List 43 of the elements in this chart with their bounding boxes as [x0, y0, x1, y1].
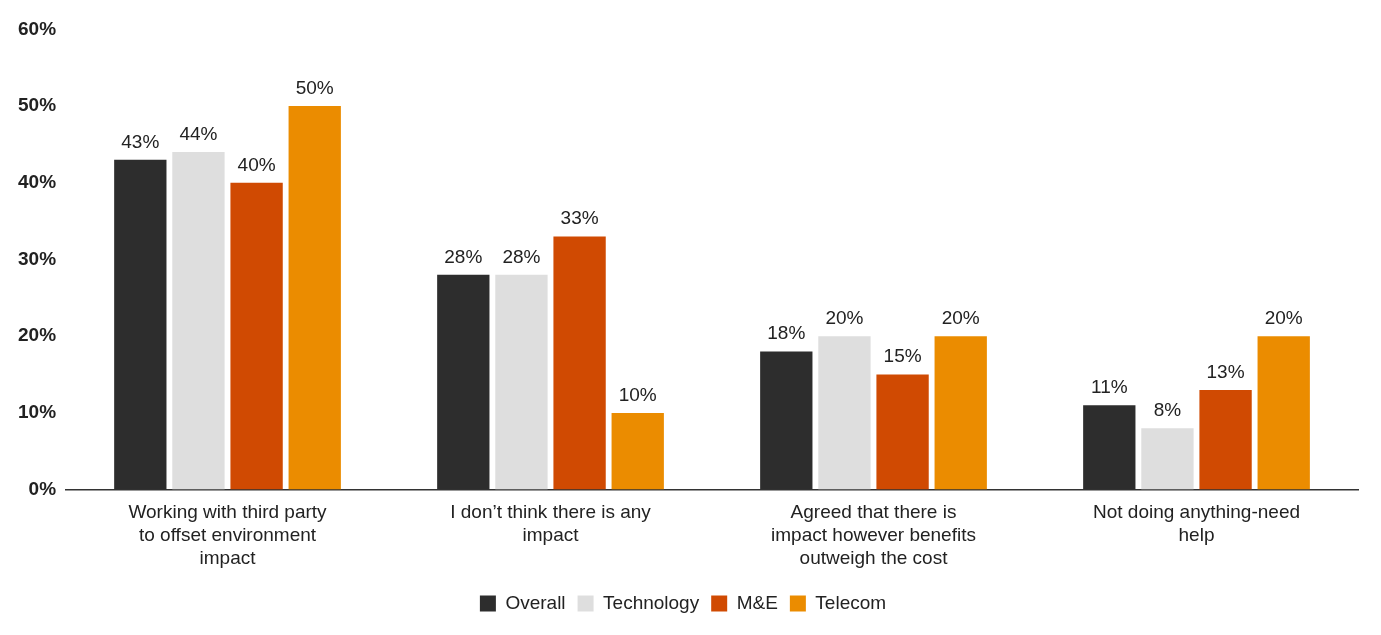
legend-label: Technology — [603, 591, 700, 613]
x-tick-label: I don’t think there is any impact — [450, 501, 652, 546]
bar — [1199, 389, 1252, 490]
bar — [495, 274, 548, 490]
bar — [876, 374, 929, 490]
x-tick-label: Agreed that there is impact however benefits outweigh the cost — [771, 501, 976, 568]
bar — [934, 336, 987, 490]
data-label: 11% — [1090, 375, 1128, 397]
data-label: 43% — [121, 130, 160, 152]
data-label: 15% — [883, 345, 922, 367]
legend-label: M&E — [736, 591, 778, 613]
bar — [1257, 336, 1310, 490]
data-label: 13% — [1206, 360, 1245, 382]
legend-label: Overall — [505, 591, 566, 613]
bar — [172, 152, 225, 490]
y-tick-label: 10% — [18, 401, 57, 423]
bar — [611, 412, 664, 490]
bar — [818, 336, 871, 490]
data-label: 50% — [295, 76, 334, 98]
data-label: 8% — [1153, 398, 1182, 420]
y-tick-label: 60% — [18, 17, 57, 39]
legend-label: Telecom — [815, 591, 887, 613]
y-tick-label: 0% — [28, 477, 57, 499]
y-tick-label: 50% — [18, 94, 57, 116]
data-label: 20% — [825, 306, 864, 328]
bar — [553, 236, 606, 490]
data-label: 33% — [560, 207, 599, 229]
bar — [288, 106, 341, 490]
data-label: 28% — [502, 245, 541, 267]
data-label: 44% — [179, 122, 218, 144]
bar — [1141, 428, 1194, 490]
data-label: 20% — [941, 306, 980, 328]
y-tick-label: 20% — [18, 324, 57, 346]
data-label: 28% — [444, 245, 483, 267]
data-label: 20% — [1264, 306, 1303, 328]
data-label: 40% — [237, 153, 276, 175]
y-tick-label: 40% — [18, 171, 57, 193]
x-tick-label: Working with third party to offset environment impact — [128, 501, 328, 568]
y-tick-label: 30% — [18, 247, 57, 269]
data-label: 18% — [767, 322, 806, 344]
data-label: 10% — [618, 383, 657, 405]
bar — [230, 182, 283, 490]
x-tick-label: Not doing anything-need help — [1092, 501, 1301, 546]
